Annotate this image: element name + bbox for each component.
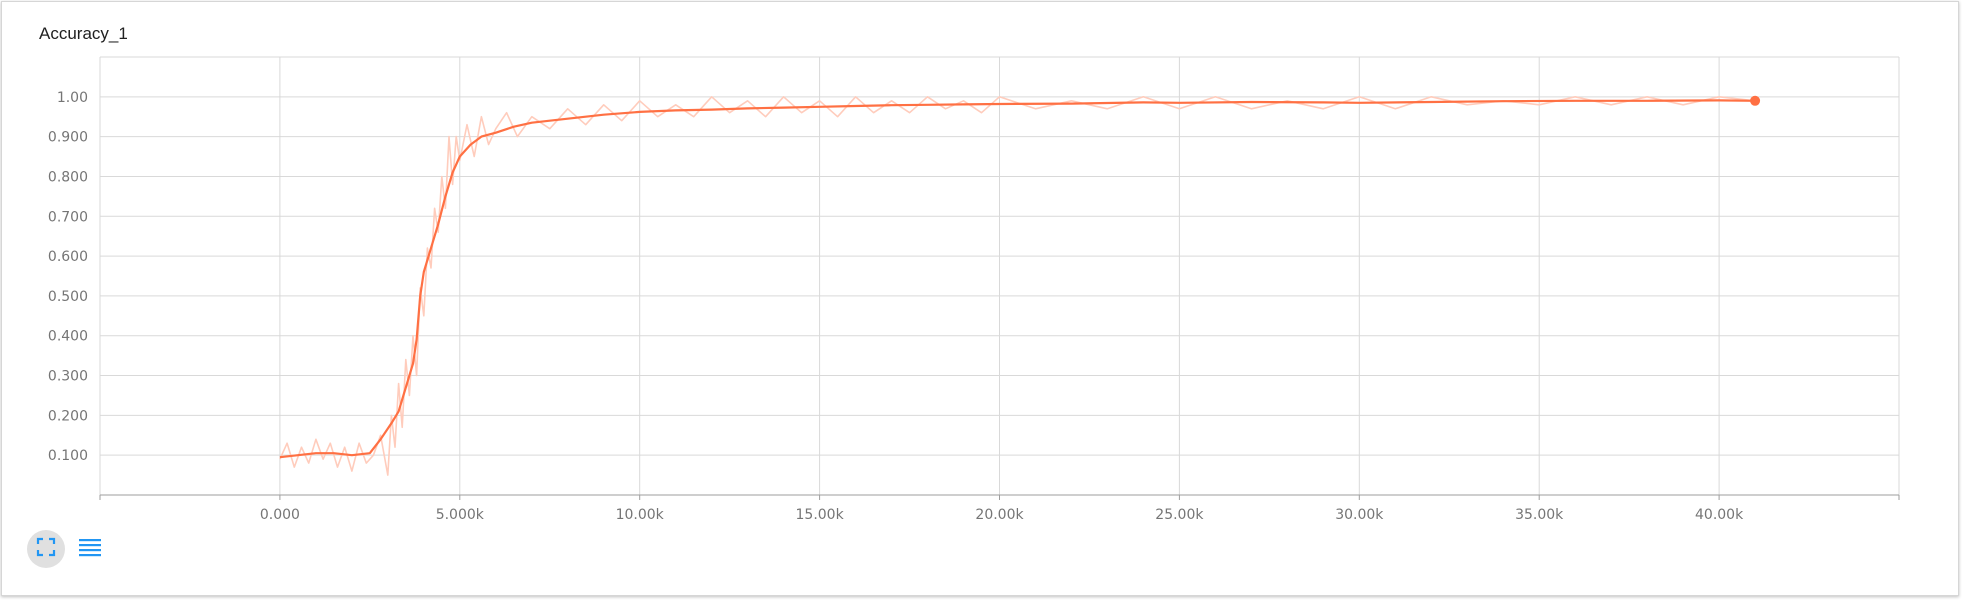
x-tick-label: 25.00k [1155, 507, 1204, 523]
axes [99, 494, 1900, 500]
x-tick-label: 20.00k [975, 507, 1024, 523]
last-point-marker [1750, 95, 1761, 106]
y-tick-label: 0.200 [48, 408, 88, 424]
y-tick-label: 0.800 [48, 169, 88, 185]
x-tick-label: 0.000 [260, 507, 300, 523]
x-tick-label: 30.00k [1335, 507, 1384, 523]
x-tick-label: 15.00k [796, 507, 845, 523]
chart-title: Accuracy_1 [39, 24, 128, 43]
list-lines-icon [78, 537, 102, 562]
smoothed-series-line [279, 99, 1756, 459]
series-lines [279, 95, 1761, 476]
y-tick-label: 0.600 [48, 249, 88, 265]
x-tick-label: 5.000k [436, 507, 485, 523]
y-tick-label: 0.500 [48, 289, 88, 305]
x-tick-label: 10.00k [616, 507, 665, 523]
y-tick-label: 0.400 [48, 329, 88, 345]
fit-domain-button[interactable] [27, 530, 65, 568]
y-tick-label: 0.700 [48, 209, 88, 225]
tick-labels: 0.100 0.200 0.300 0.400 0.500 0.600 0.700 0.800… [48, 90, 1744, 523]
toggle-data-table-button[interactable] [71, 530, 109, 568]
x-tick-label: 40.00k [1695, 507, 1744, 523]
x-tick-label: 35.00k [1515, 507, 1564, 523]
grid-lines [99, 56, 1900, 495]
y-tick-label: 0.900 [48, 130, 88, 146]
y-tick-label: 0.100 [48, 448, 88, 464]
raw-series-line [279, 96, 1756, 476]
fullscreen-fit-icon [36, 537, 56, 562]
y-tick-label: 1.00 [57, 90, 88, 106]
y-tick-label: 0.300 [48, 369, 88, 385]
